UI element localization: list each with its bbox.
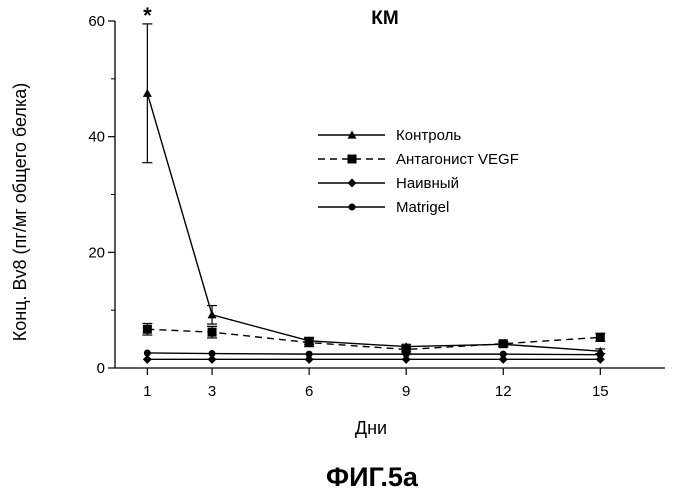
legend-label: Matrigel [396, 199, 449, 216]
figure-caption: ФИГ.5а [326, 462, 419, 492]
x-tick-label: 6 [305, 383, 313, 400]
legend-label: Наивный [396, 175, 459, 192]
y-tick-label: 20 [88, 244, 105, 261]
chart-title: КМ [371, 8, 398, 29]
x-tick-label: 1 [143, 383, 151, 400]
y-tick-label: 0 [97, 360, 105, 377]
legend-entry-3: Наивный [318, 175, 459, 192]
series-4 [144, 349, 604, 358]
marker-square [208, 328, 217, 337]
series-line [147, 93, 600, 351]
legend-entry-2: Антагонист VEGF [318, 151, 519, 168]
marker-diamond [348, 179, 357, 188]
series-2 [142, 323, 605, 354]
marker-circle [403, 351, 410, 358]
marker-triangle [208, 310, 217, 318]
y-tick-label: 40 [88, 129, 105, 146]
marker-square [143, 325, 152, 334]
y-axis-label: Конц. Bv8 (пг/мг общего белка) [10, 83, 30, 341]
marker-circle [144, 349, 151, 356]
marker-square [348, 155, 357, 164]
marker-square [305, 338, 314, 347]
x-tick-label: 12 [495, 383, 512, 400]
legend-label: Контроль [396, 127, 461, 144]
marker-circle [209, 350, 216, 357]
marker-circle [597, 351, 604, 358]
marker-circle [349, 204, 356, 211]
y-tick-label: 60 [88, 13, 105, 30]
legend-label: Антагонист VEGF [396, 151, 519, 168]
x-tick-label: 3 [208, 383, 216, 400]
marker-square [499, 339, 508, 348]
marker-circle [500, 351, 507, 358]
legend-entry-4: Matrigel [318, 199, 449, 216]
x-tick-label: 15 [592, 383, 609, 400]
legend-entry-1: Контроль [318, 127, 461, 144]
x-axis-label: Дни [355, 418, 387, 438]
marker-square [596, 333, 605, 342]
legend: Контроль Антагонист VEGF Наивный Matrigel [318, 127, 519, 216]
marker-circle [306, 351, 313, 358]
series-1 [142, 24, 605, 355]
x-tick-label: 9 [402, 383, 410, 400]
marker-triangle [143, 89, 152, 97]
significance-marker: * [143, 3, 152, 28]
